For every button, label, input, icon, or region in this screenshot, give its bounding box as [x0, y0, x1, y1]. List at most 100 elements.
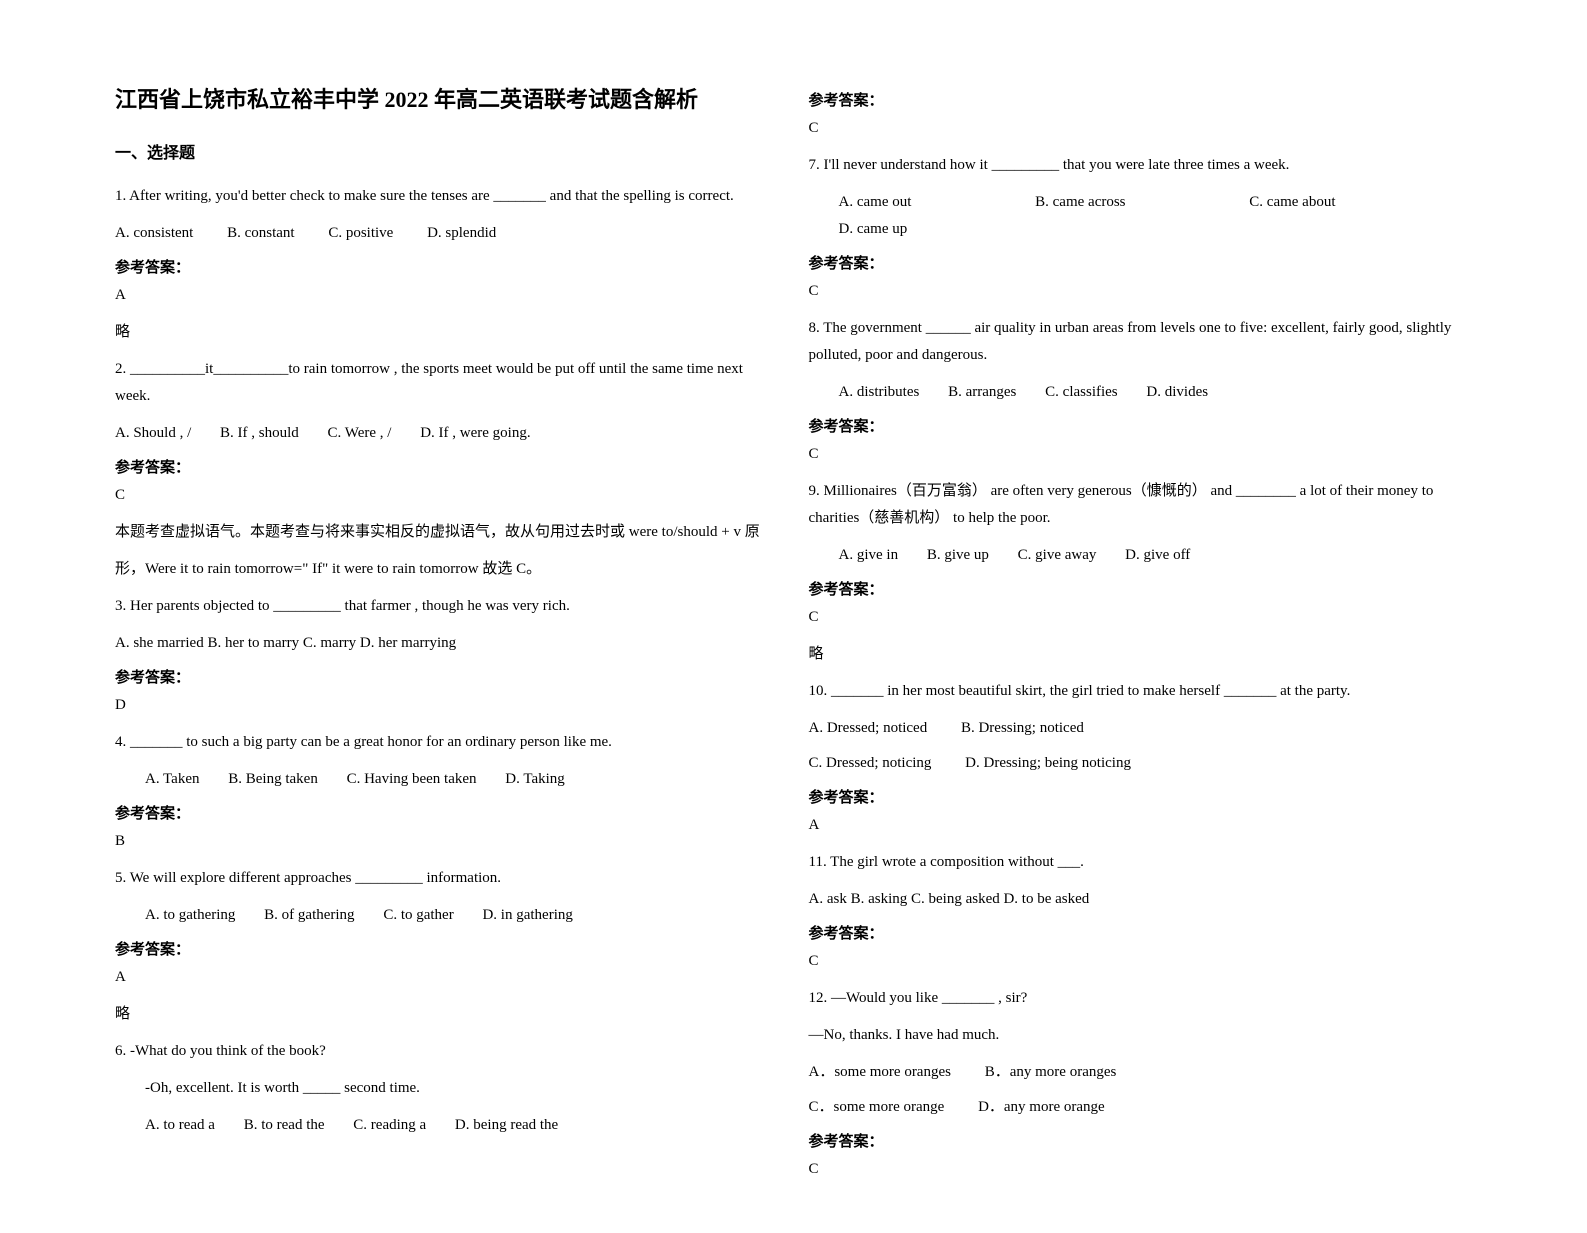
- question-12-text1: 12. —Would you like _______ , sir?: [809, 985, 1473, 1012]
- q1-optD: D. splendid: [427, 220, 496, 247]
- question-3-text: 3. Her parents objected to _________ tha…: [115, 593, 779, 620]
- right-column: 参考答案： C 7. I'll never understand how it …: [794, 80, 1488, 1193]
- q9-optD: D. give off: [1125, 542, 1190, 569]
- q12-optA: A．some more oranges: [809, 1059, 951, 1086]
- q1-answer: A: [115, 282, 779, 309]
- question-8-text: 8. The government ______ air quality in …: [809, 315, 1473, 369]
- q2-explain1: 本题考查虚拟语气。本题考查与将来事实相反的虚拟语气，故从句用过去时或 were …: [115, 519, 779, 546]
- q8-answer-label: 参考答案：: [809, 414, 1473, 441]
- q4-answer: B: [115, 828, 779, 855]
- q5-optC: C. to gather: [383, 902, 453, 929]
- q8-optD: D. divides: [1146, 379, 1208, 406]
- question-12-options-row1: A．some more oranges B．any more oranges: [809, 1059, 1473, 1086]
- q4-optD: D. Taking: [505, 766, 565, 793]
- question-7-text: 7. I'll never understand how it ________…: [809, 152, 1473, 179]
- q5-note: 略: [115, 1001, 779, 1028]
- q12-answer-label: 参考答案：: [809, 1129, 1473, 1156]
- q9-note: 略: [809, 641, 1473, 668]
- question-7-options: A. came out B. came across C. came about: [809, 189, 1473, 216]
- question-10-options-row2: C. Dressed; noticing D. Dressing; being …: [809, 750, 1473, 777]
- q3-answer: D: [115, 692, 779, 719]
- q12-optC: C．some more orange: [809, 1094, 945, 1121]
- question-10-options-row1: A. Dressed; noticed B. Dressing; noticed: [809, 715, 1473, 742]
- q10-optD: D. Dressing; being noticing: [965, 750, 1131, 777]
- q12-optB: B．any more oranges: [985, 1059, 1117, 1086]
- q11-answer-label: 参考答案：: [809, 921, 1473, 948]
- question-6-text2: -Oh, excellent. It is worth _____ second…: [115, 1075, 779, 1102]
- q5-optA: A. to gathering: [145, 902, 235, 929]
- left-column: 江西省上饶市私立裕丰中学 2022 年高二英语联考试题含解析 一、选择题 1. …: [100, 80, 794, 1193]
- q6-answer: C: [809, 115, 1473, 142]
- q7-optC: C. came about: [1249, 189, 1335, 216]
- q8-optB: B. arranges: [948, 379, 1016, 406]
- q4-optA: A. Taken: [145, 766, 200, 793]
- q4-optB: B. Being taken: [228, 766, 318, 793]
- q1-optB: B. constant: [227, 220, 295, 247]
- q2-answer: C: [115, 482, 779, 509]
- q5-answer: A: [115, 964, 779, 991]
- question-5-text: 5. We will explore different approaches …: [115, 865, 779, 892]
- q2-optD: D. If , were going.: [420, 420, 530, 447]
- q7-optA: A. came out: [839, 189, 912, 216]
- q4-answer-label: 参考答案：: [115, 801, 779, 828]
- q12-optD: D．any more orange: [978, 1094, 1105, 1121]
- section-heading: 一、选择题: [115, 140, 779, 169]
- q5-answer-label: 参考答案：: [115, 937, 779, 964]
- question-6-text1: 6. -What do you think of the book?: [115, 1038, 779, 1065]
- question-6-options: A. to read a B. to read the C. reading a…: [115, 1112, 779, 1139]
- q1-optC: C. positive: [328, 220, 393, 247]
- question-1-text: 1. After writing, you'd better check to …: [115, 183, 779, 210]
- question-2-options: A. Should , / B. If , should C. Were , /…: [115, 420, 779, 447]
- q10-optB: B. Dressing; noticed: [961, 715, 1084, 742]
- q11-answer: C: [809, 948, 1473, 975]
- q12-answer: C: [809, 1156, 1473, 1183]
- q8-answer: C: [809, 441, 1473, 468]
- question-3-options: A. she married B. her to marry C. marry …: [115, 630, 779, 657]
- question-1-options: A. consistent B. constant C. positive D.…: [115, 220, 779, 247]
- q2-optC: C. Were , /: [328, 420, 392, 447]
- question-10-text: 10. _______ in her most beautiful skirt,…: [809, 678, 1473, 705]
- question-12-text2: —No, thanks. I have had much.: [809, 1022, 1473, 1049]
- q1-answer-label: 参考答案：: [115, 255, 779, 282]
- question-4-options: A. Taken B. Being taken C. Having been t…: [115, 766, 779, 793]
- q10-answer-label: 参考答案：: [809, 785, 1473, 812]
- q5-optB: B. of gathering: [264, 902, 354, 929]
- q6-optA: A. to read a: [145, 1112, 215, 1139]
- q8-optA: A. distributes: [839, 379, 920, 406]
- q2-answer-label: 参考答案：: [115, 455, 779, 482]
- q9-answer-label: 参考答案：: [809, 577, 1473, 604]
- question-11-options: A. ask B. asking C. being asked D. to be…: [809, 886, 1473, 913]
- q7-optD: D. came up: [809, 216, 1473, 243]
- q2-explain2: 形，Were it to rain tomorrow=" If" it were…: [115, 556, 779, 583]
- q7-optB: B. came across: [1035, 189, 1125, 216]
- question-9-text: 9. Millionaires（百万富翁） are often very gen…: [809, 478, 1473, 532]
- q6-optC: C. reading a: [353, 1112, 426, 1139]
- q10-optA: A. Dressed; noticed: [809, 715, 928, 742]
- q3-answer-label: 参考答案：: [115, 665, 779, 692]
- q10-optC: C. Dressed; noticing: [809, 750, 932, 777]
- q2-optB: B. If , should: [220, 420, 299, 447]
- q9-optC: C. give away: [1018, 542, 1097, 569]
- q6-optD: D. being read the: [455, 1112, 558, 1139]
- question-12-options-row2: C．some more orange D．any more orange: [809, 1094, 1473, 1121]
- question-2-text: 2. __________it__________to rain tomorro…: [115, 356, 779, 410]
- q9-optB: B. give up: [927, 542, 989, 569]
- question-11-text: 11. The girl wrote a composition without…: [809, 849, 1473, 876]
- q7-answer: C: [809, 278, 1473, 305]
- q6-answer-label: 参考答案：: [809, 88, 1473, 115]
- q7-answer-label: 参考答案：: [809, 251, 1473, 278]
- exam-title: 江西省上饶市私立裕丰中学 2022 年高二英语联考试题含解析: [115, 80, 779, 120]
- question-9-options: A. give in B. give up C. give away D. gi…: [809, 542, 1473, 569]
- question-5-options: A. to gathering B. of gathering C. to ga…: [115, 902, 779, 929]
- q1-note: 略: [115, 319, 779, 346]
- q5-optD: D. in gathering: [482, 902, 572, 929]
- q10-answer: A: [809, 812, 1473, 839]
- question-4-text: 4. _______ to such a big party can be a …: [115, 729, 779, 756]
- q9-answer: C: [809, 604, 1473, 631]
- q2-optA: A. Should , /: [115, 420, 191, 447]
- q6-optB: B. to read the: [244, 1112, 325, 1139]
- q4-optC: C. Having been taken: [347, 766, 477, 793]
- q1-optA: A. consistent: [115, 220, 193, 247]
- question-8-options: A. distributes B. arranges C. classifies…: [809, 379, 1473, 406]
- q9-optA: A. give in: [839, 542, 899, 569]
